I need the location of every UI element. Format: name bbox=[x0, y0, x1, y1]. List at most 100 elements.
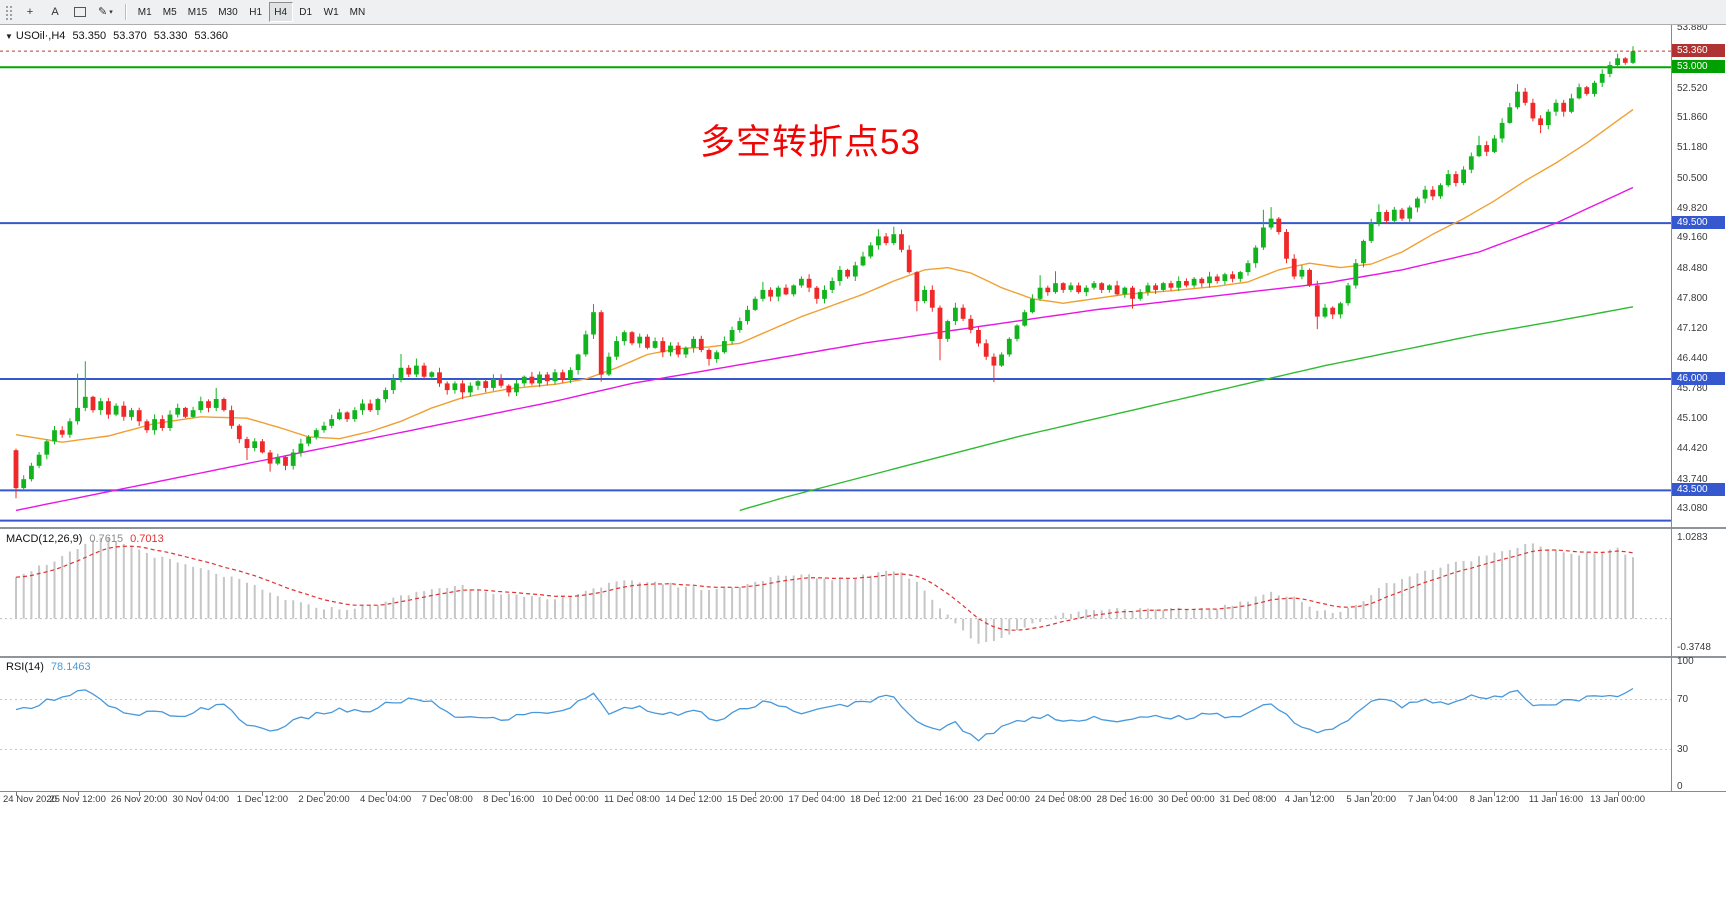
candle-body bbox=[252, 441, 258, 448]
candle-body bbox=[1030, 298, 1035, 313]
candle-body bbox=[467, 385, 473, 393]
candle-body bbox=[421, 365, 427, 377]
candle-body bbox=[722, 341, 727, 353]
candle-body bbox=[514, 383, 519, 393]
panel-separator-macd[interactable] bbox=[0, 527, 1726, 529]
time-label: 24 Nov 2020 bbox=[3, 794, 57, 805]
candle-body bbox=[360, 403, 365, 411]
timeframe-button-m5[interactable]: M5 bbox=[158, 2, 182, 22]
ma-line-slow-green bbox=[739, 306, 1634, 512]
timeframe-button-h4[interactable]: H4 bbox=[268, 2, 293, 22]
timeframe-button-d1[interactable]: D1 bbox=[294, 2, 318, 22]
timeframe-button-w1[interactable]: W1 bbox=[319, 2, 344, 22]
price-tick-label: 51.180 bbox=[1677, 142, 1708, 154]
candle-body bbox=[552, 372, 558, 382]
time-tick bbox=[324, 792, 325, 796]
time-label: 7 Jan 04:00 bbox=[1407, 794, 1458, 805]
time-label: 26 Nov 20:00 bbox=[110, 794, 168, 805]
candle-body bbox=[760, 289, 766, 299]
candle-body bbox=[52, 430, 57, 442]
candle-body bbox=[190, 410, 196, 417]
time-label: 13 Jan 00:00 bbox=[1590, 794, 1646, 805]
timeframe-button-mn[interactable]: MN bbox=[345, 2, 371, 22]
time-tick bbox=[1248, 792, 1249, 796]
candle-body bbox=[483, 381, 489, 388]
candle-body bbox=[806, 278, 812, 288]
candle-body bbox=[544, 374, 550, 382]
candle-body bbox=[1076, 285, 1081, 293]
time-label: 30 Dec 00:00 bbox=[1158, 794, 1215, 805]
candle-body bbox=[1515, 91, 1520, 108]
candle-body bbox=[67, 421, 73, 435]
one-click-trading-toggle[interactable]: ▼ bbox=[5, 32, 13, 41]
candle-body bbox=[290, 452, 296, 466]
candle-body bbox=[799, 278, 804, 286]
candle-body bbox=[1461, 169, 1466, 183]
price-badge: 53.360 bbox=[1672, 44, 1725, 58]
time-label: 10 Dec 00:00 bbox=[542, 794, 599, 805]
time-label: 5 Jan 20:00 bbox=[1346, 794, 1397, 805]
candle-body bbox=[1176, 281, 1182, 288]
candle-body bbox=[113, 405, 119, 415]
chart-toolbar: + A ✎ ▾ M1 M5 M15 M30 H1 H4 D1 W1 MN bbox=[0, 0, 1726, 25]
time-tick bbox=[878, 792, 880, 796]
time-tick bbox=[1124, 792, 1126, 796]
main-chart-panel[interactable] bbox=[0, 25, 1671, 527]
candle-body bbox=[1207, 276, 1212, 284]
rsi-readout: RSI(14) 78.1463 bbox=[6, 661, 98, 673]
candle-body bbox=[329, 419, 335, 426]
panel-separator-rsi[interactable] bbox=[0, 656, 1726, 658]
timeframe-button-m30[interactable]: M30 bbox=[213, 2, 242, 22]
time-tick bbox=[77, 792, 79, 796]
candle-body bbox=[267, 452, 273, 464]
candle-body bbox=[1576, 87, 1582, 99]
price-tick-label: 49.160 bbox=[1677, 232, 1708, 244]
time-label: 31 Dec 08:00 bbox=[1219, 794, 1277, 805]
candle-body bbox=[1261, 227, 1266, 248]
candle-body bbox=[1314, 285, 1320, 317]
timeframe-button-h1[interactable]: H1 bbox=[244, 2, 268, 22]
candle-body bbox=[1599, 73, 1605, 83]
text-tool-button[interactable]: A bbox=[43, 2, 67, 22]
candle-body bbox=[206, 401, 211, 408]
time-label: 18 Dec 12:00 bbox=[850, 794, 907, 805]
candle-body bbox=[1353, 263, 1359, 286]
candle-body bbox=[845, 269, 850, 277]
candle-body bbox=[868, 245, 874, 257]
rsi-line bbox=[15, 687, 1634, 742]
candle-body bbox=[1492, 138, 1497, 152]
candle-body bbox=[1468, 156, 1474, 170]
candle-body bbox=[691, 338, 696, 348]
shapes-tool-button[interactable] bbox=[68, 2, 92, 22]
candle-body bbox=[537, 374, 542, 384]
crosshair-tool-button[interactable]: + bbox=[18, 2, 42, 22]
timeframe-button-m1[interactable]: M1 bbox=[133, 2, 157, 22]
time-tick bbox=[1371, 792, 1373, 796]
candle-body bbox=[560, 372, 566, 379]
candle-body bbox=[1245, 263, 1251, 273]
candle-body bbox=[1168, 283, 1174, 288]
candle-body bbox=[822, 289, 827, 299]
candle-body bbox=[1538, 118, 1543, 126]
macd-panel[interactable] bbox=[0, 530, 1671, 656]
candle-body bbox=[521, 376, 527, 384]
toolbar-grip[interactable] bbox=[4, 4, 13, 20]
rsi-tick-label: 0 bbox=[1677, 781, 1683, 792]
rsi-panel[interactable] bbox=[0, 658, 1671, 791]
candle-body bbox=[136, 410, 142, 422]
draw-tool-button[interactable]: ✎ ▾ bbox=[93, 2, 118, 22]
chart-annotation[interactable]: 多空转折点53 bbox=[700, 123, 921, 162]
time-axis-border bbox=[0, 791, 1726, 792]
candle-body bbox=[1253, 247, 1259, 264]
candle-body bbox=[1438, 185, 1443, 197]
candle-body bbox=[929, 289, 935, 308]
candle-body bbox=[568, 370, 573, 379]
price-scale[interactable] bbox=[1672, 25, 1726, 791]
timeframe-button-m15[interactable]: M15 bbox=[183, 2, 212, 22]
time-label: 7 Dec 08:00 bbox=[421, 794, 473, 805]
shapes-icon bbox=[74, 7, 86, 17]
candle-body bbox=[768, 289, 773, 297]
candle-body bbox=[968, 318, 974, 330]
symbol-timeframe-label: USOil·,H4 bbox=[15, 30, 66, 42]
candle-body bbox=[1114, 285, 1120, 295]
